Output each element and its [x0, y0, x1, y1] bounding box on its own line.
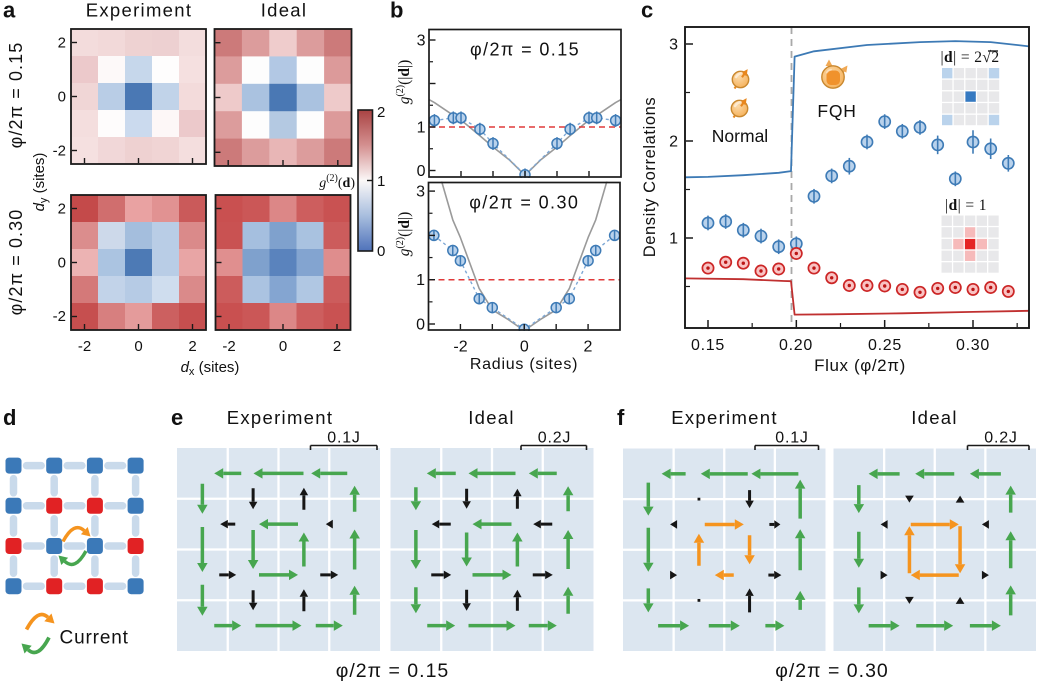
svg-text:3: 3	[669, 37, 678, 54]
svg-text:Radius (sites): Radius (sites)	[470, 356, 578, 373]
svg-text:0: 0	[520, 339, 529, 356]
svg-text:b: b	[390, 0, 403, 23]
svg-text:1: 1	[377, 173, 385, 190]
svg-text:-2: -2	[222, 338, 235, 355]
svg-text:0.15: 0.15	[691, 337, 725, 354]
svg-text:0: 0	[416, 317, 425, 334]
svg-text:-2: -2	[78, 338, 91, 355]
svg-text:2: 2	[58, 201, 66, 218]
svg-text:a: a	[3, 0, 16, 23]
svg-text:1: 1	[417, 120, 426, 137]
svg-text:0.1J: 0.1J	[775, 430, 808, 447]
svg-text:|d| = 1: |d| = 1	[945, 197, 987, 214]
svg-text:3: 3	[416, 184, 425, 201]
svg-text:0: 0	[417, 163, 426, 180]
svg-text:0: 0	[134, 338, 142, 355]
svg-text:2: 2	[377, 104, 385, 121]
svg-text:0.25: 0.25	[868, 337, 902, 354]
svg-text:Ideal: Ideal	[911, 407, 958, 428]
svg-text:|d| = 2√2: |d| = 2√2	[941, 49, 1000, 66]
svg-text:Density Correlations: Density Correlations	[641, 97, 659, 258]
svg-text:dy (sites): dy (sites)	[31, 153, 50, 212]
svg-text:f: f	[617, 405, 625, 430]
svg-text:φ/2π = 0.30: φ/2π = 0.30	[6, 209, 26, 316]
svg-text:Flux (φ/2π): Flux (φ/2π)	[814, 356, 906, 375]
svg-text:g(2)(d): g(2)(d)	[319, 173, 355, 191]
svg-text:1: 1	[416, 272, 425, 289]
svg-text:e: e	[171, 405, 183, 430]
svg-text:φ/2π = 0.30: φ/2π = 0.30	[775, 660, 889, 682]
svg-text:2: 2	[584, 339, 593, 356]
svg-text:0.30: 0.30	[956, 337, 990, 354]
svg-text:0: 0	[377, 243, 385, 260]
svg-text:1: 1	[669, 231, 678, 248]
svg-text:Experiment: Experiment	[227, 407, 334, 428]
svg-text:Experiment: Experiment	[86, 0, 193, 21]
svg-text:2: 2	[188, 338, 196, 355]
svg-text:-2: -2	[53, 143, 66, 160]
svg-text:d: d	[3, 405, 16, 430]
svg-text:Ideal: Ideal	[261, 0, 308, 21]
svg-text:g(2)(|d|): g(2)(|d|)	[395, 212, 413, 257]
svg-text:φ/2π = 0.15: φ/2π = 0.15	[470, 40, 580, 60]
svg-text:φ/2π = 0.15: φ/2π = 0.15	[336, 660, 450, 682]
svg-text:-2: -2	[453, 339, 467, 356]
svg-text:3: 3	[417, 33, 426, 50]
svg-text:-2: -2	[53, 308, 66, 325]
svg-text:0.2J: 0.2J	[538, 430, 571, 447]
svg-text:Experiment: Experiment	[671, 407, 778, 428]
svg-text:dx (sites): dx (sites)	[181, 359, 240, 378]
svg-text:0.2J: 0.2J	[984, 430, 1017, 447]
svg-text:0: 0	[58, 89, 66, 106]
svg-text:Current: Current	[60, 628, 129, 649]
svg-text:g(2)(|d|): g(2)(|d|)	[395, 60, 413, 105]
svg-text:0: 0	[58, 255, 66, 272]
svg-text:Normal: Normal	[712, 126, 768, 146]
svg-text:2: 2	[333, 338, 341, 355]
svg-text:0.20: 0.20	[779, 337, 813, 354]
svg-text:φ/2π = 0.15: φ/2π = 0.15	[6, 42, 26, 149]
svg-text:0.1J: 0.1J	[327, 430, 360, 447]
svg-text:FQH: FQH	[817, 101, 856, 121]
svg-text:Ideal: Ideal	[468, 407, 515, 428]
svg-text:0: 0	[279, 338, 287, 355]
svg-text:2: 2	[58, 35, 66, 52]
svg-text:2: 2	[669, 134, 678, 151]
svg-text:c: c	[641, 0, 653, 23]
svg-text:φ/2π = 0.30: φ/2π = 0.30	[469, 193, 579, 213]
